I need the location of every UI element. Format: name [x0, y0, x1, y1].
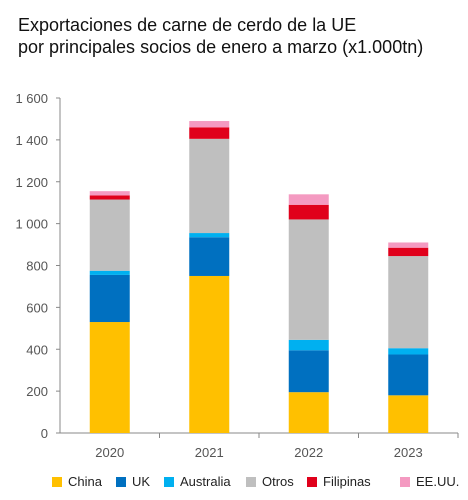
legend-swatch	[307, 476, 317, 487]
y-tick-label: 1 600	[15, 91, 48, 106]
chart-subtitle: por principales socios de enero a marzo …	[18, 37, 424, 57]
y-tick-label: 1 400	[15, 133, 48, 148]
bar-segment-otros-2020	[89, 199, 130, 271]
bar-segment-uk-2023	[388, 354, 429, 396]
legend-swatch	[400, 476, 410, 487]
legend-item: Otros	[246, 474, 294, 489]
y-tick-label: 600	[26, 300, 48, 315]
bar-segment-filipinas-2020	[89, 195, 130, 200]
bar-segment-china-2021	[189, 275, 230, 433]
bar-segment-australia-2021	[189, 233, 230, 238]
bar-segment-filipinas-2023	[388, 247, 429, 257]
bar-segment-china-2023	[388, 395, 429, 433]
y-tick-label: 0	[41, 426, 48, 441]
x-tick-label: 2021	[195, 445, 224, 460]
y-tick-label: 200	[26, 384, 48, 399]
legend-label: UK	[132, 474, 151, 489]
legend-label: Otros	[262, 474, 294, 489]
bar-segment-filipinas-2022	[288, 204, 329, 220]
y-tick-label: 1 000	[15, 217, 48, 232]
y-tick-label: 800	[26, 259, 48, 274]
bar-segment-ee-uu--2020	[89, 191, 130, 196]
bar-segment-ee-uu--2023	[388, 242, 429, 248]
bar-segment-uk-2022	[288, 350, 329, 393]
y-tick-label: 1 200	[15, 175, 48, 190]
bar-segment-otros-2021	[189, 138, 230, 234]
x-tick-label: 2022	[294, 445, 323, 460]
bar-segment-australia-2022	[288, 339, 329, 351]
chart-legend: China UK Australia Otros Filipinas EE.UU.	[0, 474, 468, 496]
legend-label: Filipinas	[323, 474, 371, 489]
bar-segment-uk-2020	[89, 274, 130, 323]
legend-swatch	[164, 476, 174, 487]
legend-item: Filipinas	[307, 474, 371, 489]
chart-title: Exportaciones de carne de cerdo de la UE	[18, 15, 357, 35]
x-tick-label: 2023	[394, 445, 423, 460]
bar-segment-ee-uu--2021	[189, 121, 230, 128]
legend-label: EE.UU.	[416, 474, 460, 489]
bar-segment-china-2022	[288, 392, 329, 433]
legend-swatch	[246, 476, 256, 487]
legend-item: EE.UU.	[400, 474, 459, 489]
legend-label: China	[68, 474, 102, 489]
legend-item: China	[52, 474, 102, 489]
chart-title-block: Exportaciones de carne de cerdo de la UE…	[18, 14, 423, 58]
legend-item: UK	[116, 474, 150, 489]
bar-segment-china-2020	[89, 322, 130, 433]
stacked-bar-chart: 0 200 400 600 800 1 000 1 200 1 400 1 600 2020 202…	[15, 91, 459, 460]
legend-swatch	[116, 476, 126, 487]
bar-segment-otros-2023	[388, 256, 429, 349]
bar-segment-otros-2022	[288, 219, 329, 340]
legend-swatch	[52, 476, 62, 487]
bar-segment-australia-2020	[89, 270, 130, 275]
bar-segment-uk-2021	[189, 237, 230, 276]
bar-segment-filipinas-2021	[189, 127, 230, 139]
legend-item: Australia	[164, 474, 231, 489]
y-tick-label: 400	[26, 342, 48, 357]
bar-segment-australia-2023	[388, 348, 429, 355]
x-tick-label: 2020	[95, 445, 124, 460]
legend-label: Australia	[180, 474, 231, 489]
bar-segment-ee-uu--2022	[288, 194, 329, 205]
